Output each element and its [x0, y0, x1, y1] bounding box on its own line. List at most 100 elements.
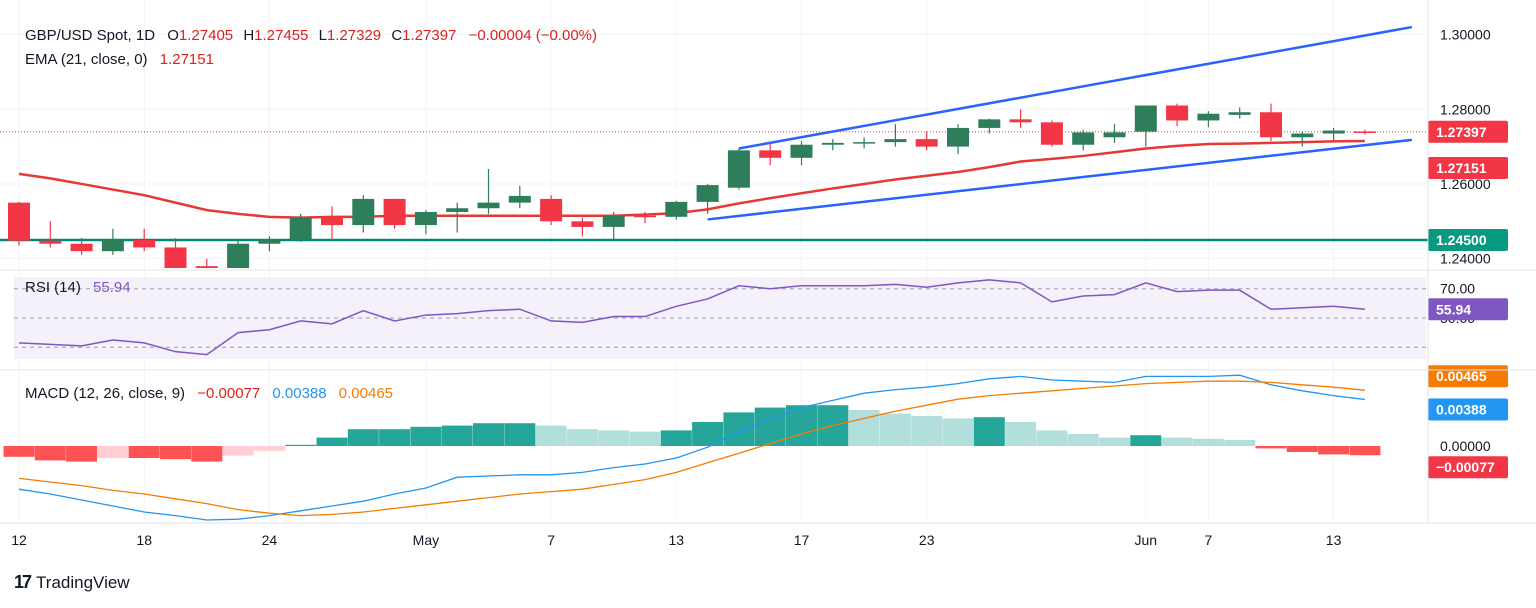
close-value: 1.27397: [402, 27, 457, 44]
candle-body: [508, 195, 531, 203]
candle-body: [1040, 122, 1063, 145]
candle-body: [947, 127, 969, 147]
candle-body: [978, 119, 1001, 128]
macd-histogram-bar: [191, 446, 223, 462]
macd-histogram-bar: [973, 417, 1005, 446]
macd-histogram-bar: [911, 416, 943, 446]
candle-body: [8, 202, 30, 241]
macd-line-badge-bg: [1428, 398, 1508, 421]
macd-histogram-bar: [879, 413, 911, 446]
macd-histogram-bar: [66, 446, 98, 462]
candle-body: [446, 208, 469, 212]
candle-body: [634, 215, 656, 218]
candle-body: [1322, 130, 1345, 134]
channel-lower-line: [707, 138, 1412, 221]
macd-signal-badge-bg: [1428, 365, 1508, 388]
macd-histogram-bar: [629, 431, 661, 446]
rsi-axis-tick: 70.00: [1440, 281, 1475, 297]
macd-line-value: 0.00388: [272, 385, 327, 402]
candle-body: [133, 239, 156, 248]
macd-histogram-bar: [253, 446, 285, 451]
candle-body: [289, 217, 312, 240]
time-axis-tick: 17: [794, 532, 810, 548]
candle-body: [1134, 105, 1157, 132]
macd-histogram-bar: [1130, 435, 1162, 446]
time-axis-tick: 12: [11, 532, 27, 548]
macd-histogram-bar: [316, 437, 348, 446]
time-axis-tick: May: [413, 532, 439, 548]
open-value: 1.27405: [178, 27, 234, 44]
macd-histogram-bar: [535, 425, 567, 446]
rsi-value-badge-bg: [1428, 298, 1508, 321]
candle-body: [1260, 112, 1282, 138]
candle-body: [853, 142, 876, 144]
candle-body: [602, 215, 625, 227]
candle-body: [39, 240, 62, 244]
tradingview-logo[interactable]: 17 TradingView: [14, 572, 130, 593]
low-value: 1.27329: [326, 27, 382, 44]
candle-body: [477, 202, 500, 209]
candle-body: [1009, 119, 1032, 123]
macd-signal-value: 0.00465: [338, 385, 394, 402]
candle-body: [1197, 113, 1220, 121]
candle-body: [101, 239, 124, 252]
price-axis-tick: 1.26000: [1440, 176, 1491, 192]
close-label: C: [391, 27, 403, 44]
macd-histogram-bar: [754, 407, 786, 446]
macd-legend: MACD (12, 26, close, 9) −0.00077 0.00388…: [25, 385, 395, 402]
low-label: L: [318, 27, 327, 44]
signal-line: [18, 380, 1365, 517]
high-label: H: [243, 27, 255, 44]
candle-body: [884, 139, 907, 143]
tradingview-name: TradingView: [36, 572, 130, 592]
last-price-badge: 1.27397: [1436, 124, 1487, 140]
macd-histogram-bar: [34, 446, 66, 461]
price-legend: GBP/USD Spot, 1D O1.27405 H1.27455 L1.27…: [25, 27, 599, 44]
candle-body: [1291, 133, 1314, 138]
rsi-pane: [14, 279, 1426, 356]
candle-body: [727, 150, 750, 188]
time-axis-tick: 24: [262, 532, 278, 548]
macd-histogram-bar: [1036, 430, 1068, 446]
time-axis-tick: 7: [547, 532, 555, 548]
candle-body: [915, 139, 938, 147]
rsi-label: RSI (14): [25, 279, 81, 296]
time-axis-tick: 23: [919, 532, 935, 548]
macd-histogram-bar: [3, 446, 35, 457]
symbol-label: GBP/USD Spot, 1D: [25, 27, 156, 44]
price-pane: [0, 25, 1428, 268]
macd-axis-tick: 0.00000: [1440, 438, 1491, 454]
macd-label: MACD (12, 26, close, 9): [25, 385, 186, 402]
price-axis-tick: 1.24000: [1440, 251, 1491, 267]
price-axis-tick: 1.28000: [1440, 101, 1491, 117]
ema-label: EMA (21, close, 0): [25, 51, 148, 68]
macd-histogram-bar: [1099, 437, 1130, 446]
macd-hist-value: −0.00077: [197, 385, 261, 402]
macd-histogram-bar: [1005, 422, 1037, 446]
macd-histogram-bar: [598, 430, 630, 446]
candle-body: [696, 185, 719, 202]
macd-histogram-bar: [504, 423, 536, 446]
tradingview-mark-icon: 17: [14, 572, 32, 592]
candle-body: [258, 239, 281, 244]
time-axis-tick: 18: [136, 532, 152, 548]
time-axis-tick: Jun: [1135, 532, 1158, 548]
candle-body: [1103, 132, 1126, 138]
ema-value: 1.27151: [159, 51, 214, 68]
macd-line-badge: 0.00388: [1436, 401, 1487, 417]
macd-histogram-bar: [1349, 446, 1381, 456]
macd-histogram-bar: [1192, 438, 1224, 446]
rsi-legend: RSI (14) 55.94: [25, 279, 133, 296]
candle-body: [665, 201, 688, 217]
macd-histogram-bar: [660, 430, 692, 446]
candle-body: [790, 144, 813, 158]
macd-histogram-bar: [160, 446, 191, 460]
macd-histogram-bar: [1067, 434, 1099, 446]
channel-upper-line: [738, 25, 1413, 150]
time-axis-tick: 13: [669, 532, 685, 548]
rsi-value: 55.94: [93, 279, 131, 296]
macd-histogram-bar: [441, 425, 473, 446]
candle-body: [1353, 131, 1376, 133]
macd-hist-badge-bg: [1428, 456, 1508, 479]
